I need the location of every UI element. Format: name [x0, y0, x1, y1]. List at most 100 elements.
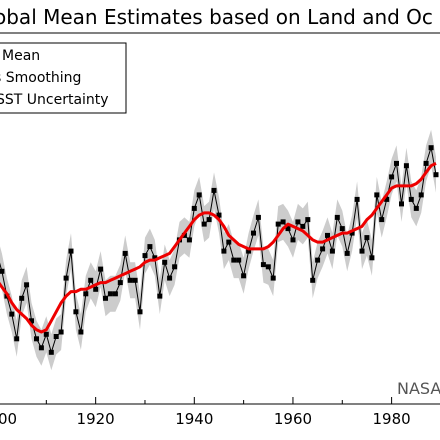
mean-marker-1952 [251, 230, 256, 236]
mean-marker-1933 [157, 293, 163, 299]
legend: Mean s Smoothing SST Uncertainty [0, 42, 127, 114]
mean-marker-1960 [290, 237, 296, 243]
mean-marker-1935 [167, 275, 173, 281]
mean-marker-1920 [93, 286, 99, 292]
mean-marker-1909 [38, 345, 44, 351]
mean-marker-1929 [137, 309, 143, 315]
mean-marker-1963 [305, 217, 311, 223]
mean-marker-1986 [418, 192, 424, 198]
mean-series [0, 145, 439, 355]
plot-area [0, 129, 439, 371]
mean-marker-1921 [98, 266, 104, 272]
mean-marker-1926 [122, 250, 128, 256]
mean-marker-1912 [53, 334, 59, 339]
smoothing-series [0, 162, 437, 334]
mean-marker-1915 [68, 248, 74, 254]
mean-marker-1945 [216, 212, 222, 218]
mean-marker-1916 [73, 309, 79, 315]
mean-marker-1907 [29, 318, 34, 324]
mean-marker-1908 [34, 336, 39, 342]
mean-marker-1917 [78, 329, 84, 335]
mean-marker-1931 [147, 244, 153, 250]
mean-marker-1985 [413, 205, 419, 211]
mean-marker-1981 [394, 160, 399, 166]
mean-marker-1976 [369, 255, 375, 261]
mean-marker-1954 [260, 262, 266, 268]
chart-title: obal Mean Estimates based on Land and Oc [0, 5, 433, 29]
mean-marker-1951 [246, 248, 252, 254]
mean-marker-1961 [295, 219, 301, 225]
mean-marker-1914 [63, 275, 69, 281]
mean-marker-1970 [339, 226, 345, 232]
x-axis-ticks: 00 1920 1940 1960 1980 [0, 397, 411, 428]
mean-marker-1932 [152, 255, 158, 261]
mean-marker-1972 [349, 230, 355, 236]
mean-marker-1959 [285, 226, 291, 232]
mean-marker-1957 [275, 221, 281, 227]
mean-marker-1947 [226, 239, 232, 245]
x-tick-label-1900: 00 [0, 410, 17, 428]
mean-marker-1918 [83, 291, 89, 297]
mean-marker-1958 [280, 219, 286, 225]
legend-entry-smoothing: s Smoothing [0, 70, 81, 86]
nasa-credit: NASA [397, 379, 440, 398]
mean-marker-1971 [344, 250, 350, 256]
mean-marker-1984 [408, 196, 414, 202]
mean-marker-1923 [107, 291, 113, 297]
mean-marker-1949 [236, 257, 242, 263]
mean-marker-1955 [265, 264, 271, 270]
mean-marker-1978 [379, 217, 385, 223]
mean-marker-1910 [43, 331, 49, 337]
mean-marker-1941 [196, 192, 202, 198]
mean-marker-1911 [48, 349, 54, 355]
mean-marker-1979 [384, 196, 390, 202]
mean-marker-1936 [172, 264, 178, 270]
x-tick-label-1960: 1960 [274, 410, 312, 428]
smoothing-line [0, 162, 437, 334]
mean-marker-1922 [103, 295, 108, 301]
legend-entry-uncertainty: SST Uncertainty [0, 92, 109, 108]
mean-marker-1903 [9, 311, 15, 317]
x-tick-label-1940: 1940 [175, 410, 213, 428]
mean-marker-1953 [255, 214, 261, 220]
mean-marker-1913 [58, 329, 64, 335]
x-tick-label-1920: 1920 [77, 410, 115, 428]
mean-marker-1962 [300, 223, 306, 229]
mean-marker-1939 [186, 237, 192, 243]
mean-marker-1989 [433, 172, 439, 178]
mean-marker-1983 [403, 163, 409, 169]
mean-marker-1901 [0, 268, 5, 274]
mean-marker-1943 [206, 217, 212, 223]
x-tick-label-1980: 1980 [373, 410, 411, 428]
mean-marker-1982 [399, 201, 404, 207]
mean-marker-1956 [270, 275, 276, 281]
mean-marker-1968 [329, 248, 335, 254]
mean-marker-1934 [162, 259, 168, 265]
mean-marker-1925 [117, 280, 123, 286]
mean-marker-1980 [389, 174, 395, 180]
mean-marker-1969 [334, 214, 340, 220]
mean-marker-1988 [428, 145, 434, 151]
mean-marker-1940 [191, 205, 197, 211]
mean-marker-1948 [231, 257, 237, 263]
mean-marker-1965 [315, 257, 321, 263]
mean-marker-1927 [127, 277, 133, 283]
mean-marker-1946 [221, 248, 227, 254]
mean-marker-1942 [201, 221, 207, 227]
mean-marker-1928 [132, 277, 138, 283]
legend-box [0, 42, 127, 114]
uncertainty-band [0, 129, 436, 371]
mean-marker-1975 [364, 235, 370, 241]
mean-marker-1944 [211, 187, 217, 193]
mean-marker-1905 [19, 295, 25, 301]
mean-marker-1924 [112, 291, 118, 297]
legend-entry-mean: Mean [2, 48, 40, 64]
mean-marker-1906 [24, 282, 30, 288]
mean-marker-1966 [320, 246, 326, 252]
mean-marker-1919 [88, 277, 94, 283]
mean-marker-1973 [354, 196, 360, 202]
mean-marker-1964 [310, 277, 316, 283]
mean-marker-1977 [374, 192, 380, 198]
mean-marker-1930 [142, 253, 148, 259]
